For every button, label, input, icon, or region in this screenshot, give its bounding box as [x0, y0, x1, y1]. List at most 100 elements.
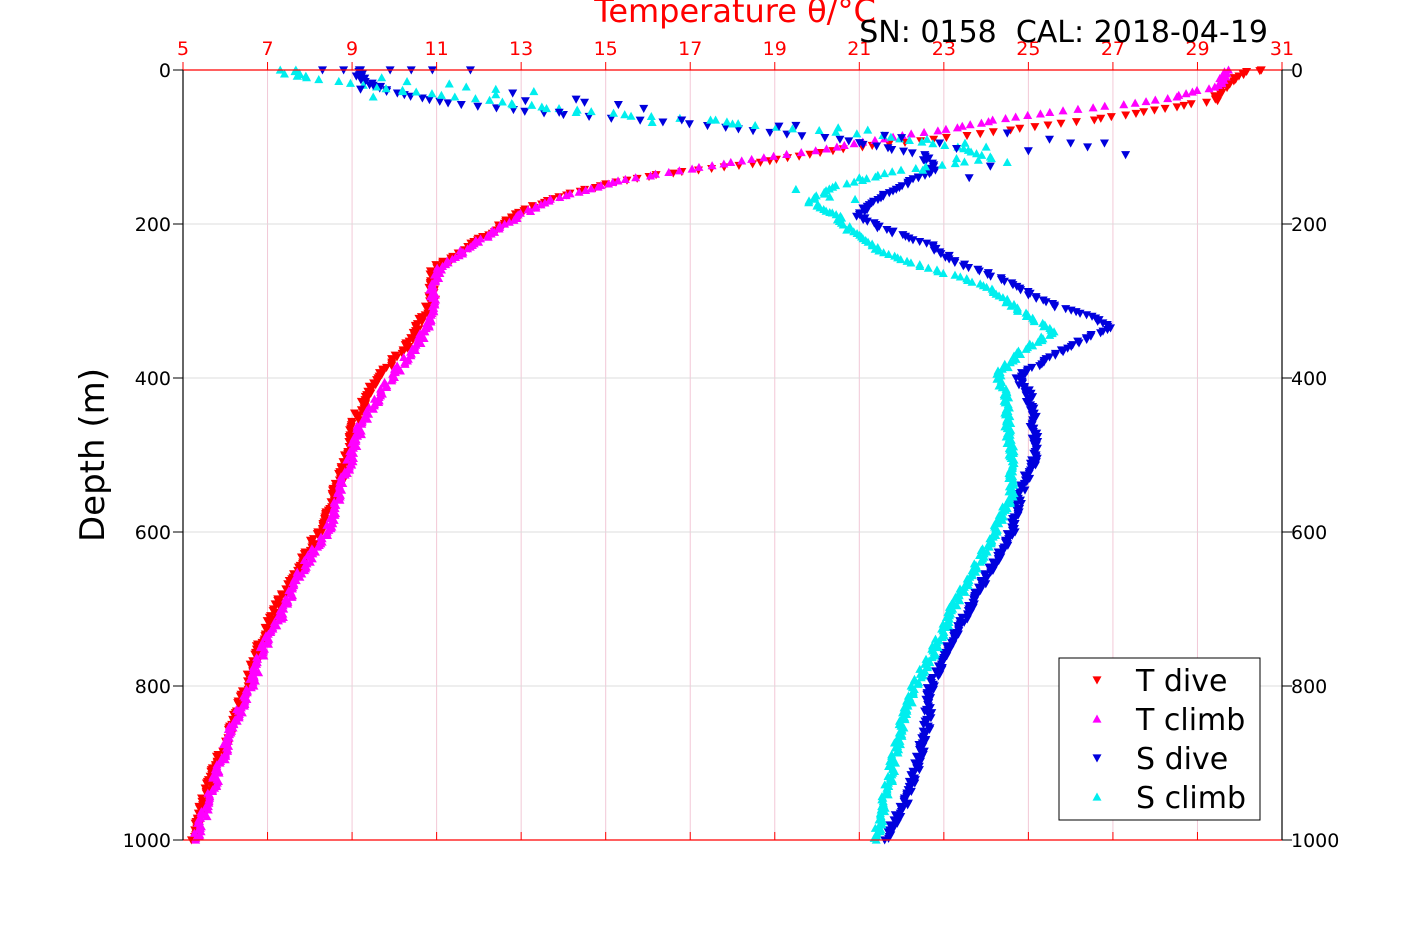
data-point — [750, 120, 760, 130]
data-point — [1082, 335, 1092, 344]
data-point — [1023, 291, 1033, 300]
data-point — [613, 176, 623, 185]
data-point — [960, 587, 970, 596]
data-point — [687, 164, 697, 173]
data-point — [1210, 82, 1220, 91]
data-point — [1089, 116, 1099, 125]
data-point — [955, 596, 965, 605]
data-point — [351, 72, 361, 81]
data-point — [447, 254, 457, 263]
data-point — [982, 282, 992, 291]
data-point — [1172, 103, 1182, 112]
data-point — [880, 131, 890, 140]
data-point — [435, 97, 445, 106]
y-tick-label-left: 600 — [135, 522, 171, 544]
data-point — [497, 97, 507, 106]
x-tick-label: 9 — [346, 38, 358, 60]
data-point — [485, 95, 495, 104]
data-point — [1011, 112, 1021, 121]
data-point — [494, 224, 504, 233]
data-point — [411, 345, 421, 354]
data-point — [981, 142, 991, 151]
data-point — [903, 801, 913, 810]
data-point — [436, 90, 446, 99]
data-point — [832, 142, 842, 151]
data-point — [935, 139, 945, 148]
data-point — [797, 132, 807, 141]
data-point — [900, 714, 910, 724]
data-point — [473, 102, 483, 111]
data-point — [395, 366, 405, 375]
data-point — [906, 258, 916, 267]
series-s-dive — [354, 66, 1116, 845]
data-point — [962, 132, 972, 141]
data-point — [899, 147, 909, 156]
data-point — [1035, 362, 1045, 371]
data-point — [450, 92, 460, 101]
data-point — [504, 217, 514, 226]
data-point — [264, 639, 273, 648]
data-point — [870, 135, 880, 144]
data-point — [972, 149, 982, 158]
data-point — [950, 159, 960, 168]
data-point — [906, 129, 916, 138]
data-point — [1028, 341, 1038, 350]
data-point — [1121, 111, 1131, 120]
data-point — [491, 104, 501, 113]
data-point — [483, 232, 493, 241]
data-point — [1106, 113, 1116, 122]
data-point — [381, 84, 391, 93]
data-point — [952, 123, 962, 132]
data-point — [907, 698, 917, 707]
data-point — [863, 125, 873, 134]
data-point — [985, 162, 995, 171]
data-point — [952, 154, 962, 163]
chart-annotation: SN: 0158 CAL: 2018-04-19 — [859, 15, 1268, 50]
data-point — [646, 171, 656, 180]
data-point — [707, 161, 717, 170]
data-point — [314, 75, 324, 84]
data-point — [831, 127, 841, 136]
data-point — [911, 163, 921, 173]
data-point — [872, 224, 882, 233]
data-point — [765, 128, 775, 137]
data-point — [936, 250, 946, 259]
data-point — [444, 79, 454, 88]
data-point — [354, 416, 364, 425]
data-point — [1096, 329, 1106, 338]
data-point — [918, 165, 928, 174]
data-point — [811, 146, 821, 155]
data-point — [975, 130, 985, 139]
data-point — [883, 790, 893, 799]
data-point — [814, 125, 824, 135]
data-point — [1073, 104, 1083, 113]
data-point — [1204, 84, 1214, 93]
x-tick-label: 11 — [425, 38, 449, 60]
chart-title: Temperature θ/°C — [593, 0, 876, 30]
data-point — [759, 153, 769, 162]
data-point — [1001, 298, 1011, 307]
data-point — [872, 142, 882, 151]
data-point — [1058, 106, 1068, 115]
data-point — [1056, 119, 1066, 128]
data-point — [796, 148, 806, 157]
legend-label: S climb — [1136, 781, 1246, 816]
data-point — [886, 132, 896, 141]
data-point — [1029, 317, 1039, 326]
data-point — [647, 117, 657, 126]
data-point — [896, 255, 906, 264]
data-point — [402, 77, 412, 86]
legend: T dive T climb S dive S climb — [1058, 657, 1261, 821]
y-axis-label: Depth (m) — [73, 368, 113, 542]
data-point — [937, 160, 947, 169]
data-point — [416, 338, 426, 347]
data-point — [966, 147, 976, 156]
data-point — [606, 114, 616, 123]
data-point — [941, 124, 951, 133]
data-point — [491, 90, 501, 99]
data-point — [870, 823, 880, 832]
data-point — [960, 138, 970, 147]
data-point — [896, 165, 906, 174]
data-point — [1181, 89, 1191, 98]
